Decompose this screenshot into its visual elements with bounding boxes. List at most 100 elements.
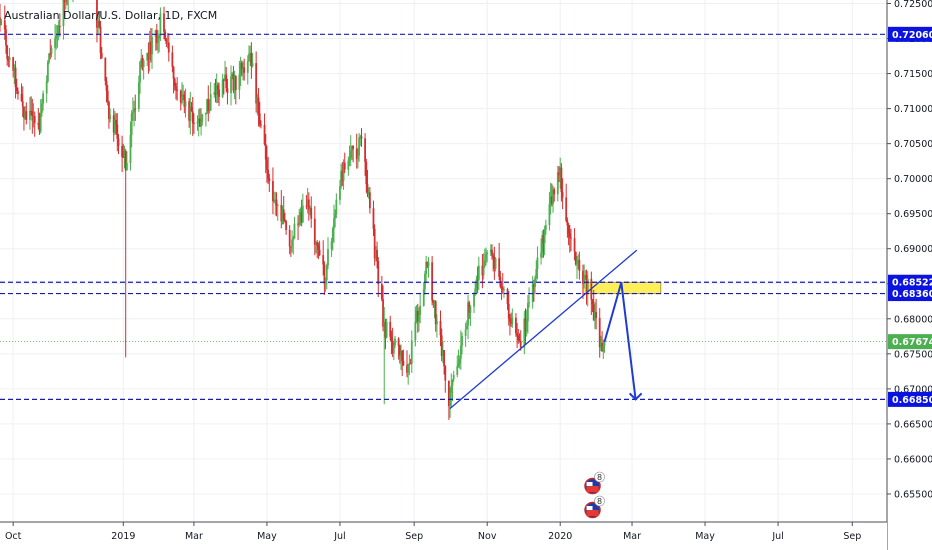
candle-body (528, 302, 530, 304)
time-tick-label: May (257, 531, 277, 542)
candle-body (447, 380, 450, 406)
candle-body (0, 20, 3, 26)
flag-us-icon[interactable]: 8 (584, 495, 605, 519)
candle-body (249, 53, 252, 55)
candle-body (567, 225, 570, 234)
candle-body (584, 275, 587, 279)
level-price-label: 0.68522 (892, 278, 932, 289)
candle-body (37, 123, 40, 125)
candle-body (485, 254, 487, 261)
candle-body (544, 225, 547, 230)
candle-body (122, 156, 125, 158)
time-axis[interactable]: Oct 2019 Mar May Jul Sep Nov 2020 Mar May Jul Sep (0, 521, 887, 550)
candle-body (300, 211, 303, 223)
candle-body (123, 150, 126, 158)
event-markers[interactable]: 88 (584, 471, 605, 519)
candle-body (239, 62, 242, 75)
candle-body (45, 81, 48, 94)
candle-body (509, 318, 511, 322)
level-price-label: 0.72060 (892, 30, 932, 41)
candle-body (166, 42, 169, 45)
candle-body (414, 321, 417, 341)
candle-body (325, 265, 328, 281)
candle-body (31, 111, 34, 121)
candle-body (283, 219, 286, 222)
candle-body (348, 158, 351, 161)
candle-body (384, 322, 387, 338)
candle-body (486, 252, 489, 255)
candle-body (231, 73, 234, 77)
candle-body (568, 233, 571, 238)
candle-body (48, 53, 50, 62)
candle-body (263, 124, 266, 145)
candle-body (309, 207, 311, 210)
candle-body (155, 29, 158, 43)
candle-body (467, 302, 469, 326)
candle-body (570, 237, 572, 239)
flag-au-icon[interactable]: 8 (584, 471, 605, 495)
candle-body (425, 261, 428, 274)
candle-body (15, 87, 18, 92)
candle-body (260, 124, 262, 126)
candle-body (427, 262, 430, 267)
candle-body (592, 304, 595, 321)
candle-body (204, 112, 207, 115)
candle-body (291, 239, 293, 247)
candles (0, 0, 606, 420)
candle-body (140, 58, 143, 62)
price-axis[interactable]: 0.725000.720000.715000.710000.705000.700… (886, 0, 932, 550)
projection-path[interactable] (603, 282, 637, 400)
candle-body (317, 245, 320, 250)
candle-body (517, 335, 520, 341)
candle-body (190, 107, 193, 112)
candle-body (273, 200, 276, 202)
flag-canton (586, 482, 593, 486)
candle-body (40, 103, 43, 113)
candle-body (141, 58, 144, 68)
candle-body (492, 255, 495, 257)
candle-body (267, 169, 270, 179)
candle-body (315, 242, 317, 245)
candle-body (5, 29, 7, 46)
candle-body (578, 259, 581, 271)
candle-body (207, 99, 210, 111)
candle-body (234, 76, 237, 90)
candle-body (105, 80, 108, 91)
candle-body (377, 261, 380, 285)
candle-body (282, 209, 285, 220)
candle-body (452, 374, 455, 380)
candle-body (167, 42, 170, 53)
candle-body (137, 82, 140, 109)
candle-body (54, 38, 56, 48)
candle-body (306, 199, 309, 207)
candle-body (469, 306, 472, 313)
candle-body (197, 118, 200, 122)
trendline[interactable] (449, 249, 638, 409)
candle-body (394, 338, 396, 346)
candle-body (104, 57, 107, 81)
candle-body (409, 363, 412, 365)
candle-body (385, 321, 388, 338)
candle-body (368, 192, 371, 209)
price-tick-label: 0.70000 (894, 174, 932, 185)
price-tick-label: 0.67000 (894, 384, 932, 395)
candle-body (573, 238, 576, 252)
candle-body (307, 199, 310, 210)
candle-body (20, 93, 23, 102)
candle-body (324, 280, 327, 284)
candle-body (165, 39, 168, 45)
candle-body (121, 145, 123, 157)
candle-body (238, 74, 241, 90)
candle-body (99, 26, 102, 53)
candle-body (164, 31, 167, 40)
candle-body (582, 270, 584, 284)
candle-body (461, 335, 463, 346)
candle-body (347, 160, 350, 170)
candle-body (439, 320, 442, 336)
candle-body (98, 20, 101, 27)
candle-body (292, 238, 295, 240)
candle-body (468, 302, 471, 313)
candle-body (131, 112, 134, 114)
